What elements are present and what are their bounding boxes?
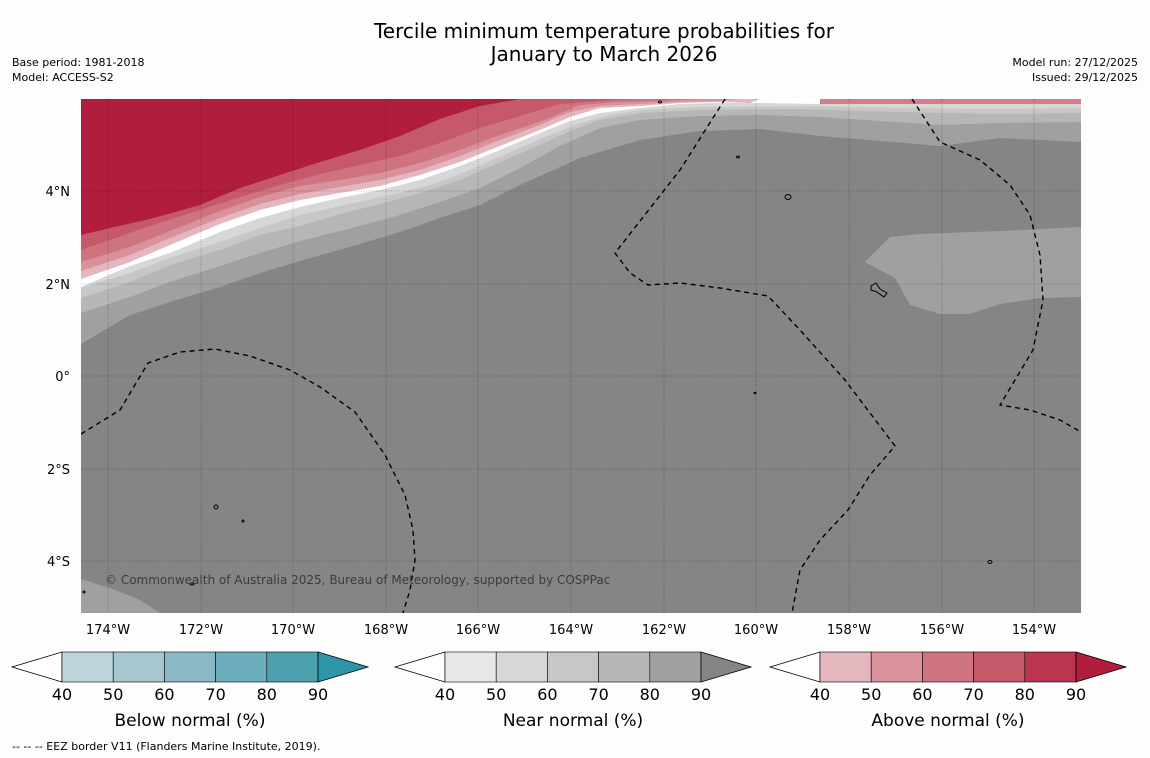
eez-border-east: [911, 99, 1081, 433]
colorbar-label: Below normal (%): [115, 711, 266, 731]
lon-label: 156°W: [920, 623, 964, 638]
colorbar-segment: [215, 651, 268, 683]
lat-label: 4°S: [47, 555, 70, 570]
colorbar-tick-label: 50: [861, 685, 881, 704]
island-f: [213, 504, 219, 510]
lon-label: 166°W: [456, 623, 500, 638]
eez-border-central: [614, 99, 896, 613]
colorbar-label: Above normal (%): [871, 711, 1024, 731]
colorbar-label: Near normal (%): [503, 711, 643, 731]
colorbar-segment: [61, 651, 114, 683]
island-h: [189, 582, 195, 586]
gridlines: [81, 99, 1081, 613]
colorbar-tick-label: 80: [640, 685, 660, 704]
lat-labels: 4°N 2°N 0° 2°S 4°S: [46, 185, 71, 570]
colorbar-tick-label: 70: [963, 685, 983, 704]
lat-label: 2°N: [46, 278, 71, 293]
island-a: [658, 100, 662, 104]
eez-footnote: -- -- -- EEZ border V11 (Flanders Marine…: [12, 740, 321, 753]
colorbar-segment: [112, 651, 165, 683]
colorbar-below-normal: 40 50 60 70 80 90 Below normal (%): [10, 651, 370, 731]
colorbar-extend-high: [317, 651, 370, 683]
lon-label: 154°W: [1012, 623, 1056, 638]
colorbar-tick-label: 40: [435, 685, 455, 704]
colorbar-above-normal: 40 50 60 70 80 90 Above normal (%): [768, 651, 1128, 731]
colorbar-segment: [649, 651, 702, 683]
colorbar-tick-label: 60: [154, 685, 174, 704]
island-i: [987, 560, 993, 564]
colorbar-segment: [444, 651, 497, 683]
colorbar-extend-high: [1075, 651, 1128, 683]
colorbar-extend-low: [10, 651, 63, 683]
title-line-2: January to March 2026: [490, 42, 718, 66]
colorbar-segment: [164, 651, 216, 683]
lon-label: 174°W: [86, 623, 130, 638]
island-c: [784, 194, 792, 200]
islands: [82, 100, 993, 594]
colorbar-segment: [1024, 651, 1077, 683]
lon-labels: 174°W 172°W 170°W 168°W 166°W 164°W 162°…: [86, 623, 1056, 638]
lat-label: 2°S: [47, 463, 70, 478]
island-e: [753, 391, 757, 395]
meta-right: Model run: 27/12/2025 Issued: 29/12/2025: [1012, 55, 1138, 85]
island-d: [870, 282, 888, 298]
colorbar-tick-label: 80: [1015, 685, 1035, 704]
lon-label: 164°W: [549, 623, 593, 638]
colorbar-tick-label: 90: [691, 685, 711, 704]
eez-border-west: [81, 348, 416, 613]
map-area: © Commonwealth of Australia 2025, Bureau…: [81, 99, 1081, 613]
model-run: Model run: 27/12/2025: [1012, 56, 1138, 69]
lon-label: 158°W: [827, 623, 871, 638]
lat-label: 4°N: [46, 185, 71, 200]
colorbar-segment: [598, 651, 651, 683]
lon-label: 172°W: [179, 623, 223, 638]
colorbar-segment: [870, 651, 923, 683]
chart-title: Tercile minimum temperature probabilitie…: [0, 20, 1150, 66]
lon-label: 168°W: [364, 623, 408, 638]
meta-left: Base period: 1981-2018 Model: ACCESS-S2: [12, 55, 144, 85]
island-g: [241, 519, 245, 523]
colorbar-near-normal: 40 50 60 70 80 90 Near normal (%): [393, 651, 753, 731]
colorbar-extend-high: [700, 651, 753, 683]
colorbar-tick-label: 50: [103, 685, 123, 704]
above-normal-90-band: [81, 99, 520, 235]
lon-label: 160°W: [734, 623, 778, 638]
model-name: Model: ACCESS-S2: [12, 71, 114, 84]
near-normal-80-patch-sw: [81, 579, 160, 613]
lon-label: 162°W: [642, 623, 686, 638]
colorbar-tick-label: 60: [537, 685, 557, 704]
colorbar-tick-label: 70: [205, 685, 225, 704]
colorbar-segment: [819, 651, 872, 683]
colorbar-tick-label: 40: [810, 685, 830, 704]
colorbar-segment: [922, 651, 974, 683]
colorbar-segment: [266, 651, 319, 683]
colorbar-extend-low: [768, 651, 821, 683]
island-j: [82, 590, 86, 594]
colorbar-tick-label: 70: [588, 685, 608, 704]
colorbar-segment: [547, 651, 599, 683]
colorbar-tick-label: 50: [486, 685, 506, 704]
near-normal-80-patch-east: [865, 227, 1081, 314]
copyright-text: © Commonwealth of Australia 2025, Bureau…: [105, 573, 610, 587]
colorbar-segment: [495, 651, 548, 683]
colorbar-tick-label: 90: [1066, 685, 1086, 704]
lon-label: 170°W: [271, 623, 315, 638]
base-period: Base period: 1981-2018: [12, 56, 145, 69]
colorbar-tick-label: 40: [52, 685, 72, 704]
lat-label: 0°: [55, 370, 70, 385]
island-b: [736, 155, 740, 159]
issued-date: Issued: 29/12/2025: [1031, 71, 1138, 84]
title-line-1: Tercile minimum temperature probabilitie…: [373, 19, 835, 43]
colorbar-tick-label: 80: [257, 685, 277, 704]
eez-borders: [81, 99, 1081, 613]
colorbar-extend-low: [393, 651, 446, 683]
colorbar-tick-label: 90: [308, 685, 328, 704]
colorbar-segment: [973, 651, 1026, 683]
colorbar-tick-label: 60: [912, 685, 932, 704]
above-normal-50-band-east: [820, 99, 1081, 104]
